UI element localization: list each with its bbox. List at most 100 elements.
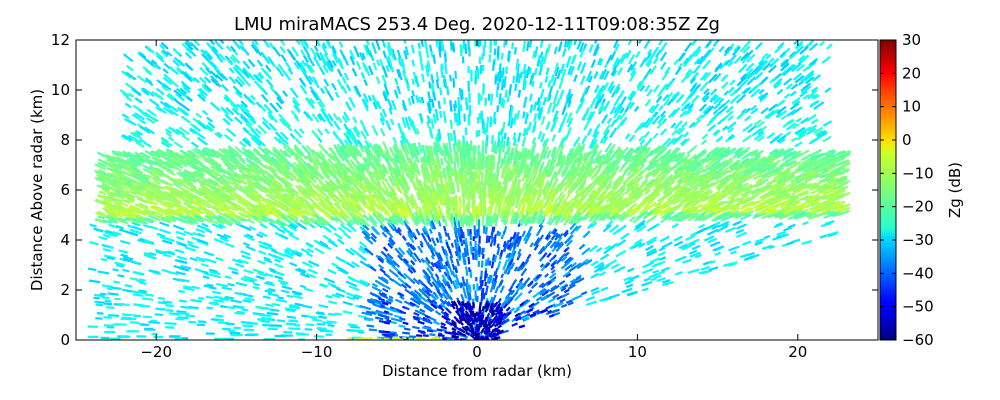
echo-mark — [529, 104, 534, 114]
echo-mark — [510, 289, 516, 296]
echo-mark — [634, 122, 643, 134]
echo-mark — [437, 219, 442, 227]
echo-mark — [362, 223, 370, 231]
echo-mark — [441, 245, 447, 255]
echo-mark — [445, 320, 453, 327]
echo-mark — [536, 97, 541, 106]
echo-mark — [511, 322, 519, 327]
echo-mark — [460, 301, 465, 306]
echo-mark — [319, 87, 326, 95]
echo-mark — [453, 134, 457, 146]
echo-mark — [629, 215, 637, 223]
echo-mark — [163, 106, 174, 116]
echo-mark — [671, 222, 679, 229]
echo-mark — [671, 128, 679, 136]
echo-mark — [313, 45, 319, 52]
echo-mark — [426, 267, 434, 277]
echo-mark — [496, 230, 500, 236]
echo-mark — [458, 307, 464, 315]
echo-mark — [712, 129, 720, 136]
echo-mark — [750, 187, 760, 195]
echo-mark — [539, 214, 547, 225]
echo-mark — [602, 136, 609, 144]
echo-mark — [194, 268, 202, 272]
echo-mark — [411, 78, 415, 86]
echo-mark — [400, 283, 408, 289]
echo-mark — [663, 98, 670, 107]
echo-mark — [232, 85, 243, 96]
echo-mark — [321, 44, 329, 56]
echo-mark — [548, 85, 554, 97]
echo-mark — [524, 215, 531, 227]
echo-mark — [639, 139, 646, 146]
echo-mark — [192, 40, 201, 47]
echo-mark — [138, 304, 151, 308]
echo-mark — [466, 314, 472, 322]
echo-mark — [547, 297, 556, 304]
echo-mark — [653, 260, 666, 268]
echo-mark — [563, 231, 569, 238]
echo-mark — [797, 80, 805, 86]
echo-mark — [322, 42, 327, 49]
echo-mark — [461, 325, 468, 332]
echo-mark — [644, 189, 652, 196]
echo-mark — [517, 280, 523, 287]
echo-mark — [371, 42, 378, 54]
echo-mark — [164, 322, 177, 325]
echo-mark — [313, 220, 323, 229]
echo-mark — [822, 120, 832, 127]
echo-mark — [232, 305, 242, 309]
echo-mark — [801, 158, 811, 165]
echo-mark — [514, 312, 521, 318]
echo-mark — [604, 244, 611, 251]
echo-mark — [718, 97, 725, 104]
echo-mark — [508, 84, 513, 96]
echo-mark — [143, 252, 155, 257]
echo-mark — [497, 316, 504, 323]
echo-mark — [413, 317, 421, 322]
echo-mark — [323, 277, 336, 284]
echo-mark — [236, 65, 245, 74]
echo-mark — [427, 60, 431, 71]
echo-mark — [677, 127, 686, 135]
echo-mark — [552, 76, 558, 87]
echo-mark — [379, 314, 387, 318]
echo-mark — [441, 264, 446, 270]
echo-mark — [367, 94, 373, 102]
echo-mark — [274, 263, 284, 269]
echo-mark — [150, 319, 158, 323]
echo-mark — [499, 279, 504, 286]
echo-mark — [274, 231, 286, 239]
echo-mark — [643, 130, 651, 139]
echo-mark — [535, 224, 544, 237]
echo-mark — [560, 303, 568, 309]
echo-mark — [742, 123, 753, 133]
echo-mark — [277, 251, 286, 258]
echo-mark — [729, 54, 737, 62]
echo-mark — [710, 88, 718, 96]
echo-mark — [451, 330, 457, 334]
echo-mark — [430, 118, 435, 129]
echo-mark — [585, 183, 592, 192]
echo-mark — [735, 93, 747, 104]
echo-mark — [809, 101, 817, 107]
echo-mark — [310, 47, 318, 59]
echo-mark — [209, 70, 219, 79]
echo-mark — [813, 126, 823, 134]
echo-mark — [438, 254, 443, 260]
echo-mark — [219, 236, 229, 243]
echo-mark — [243, 269, 254, 275]
echo-mark — [494, 301, 499, 308]
echo-mark — [550, 269, 556, 274]
echo-mark — [497, 324, 502, 329]
echo-mark — [275, 271, 285, 277]
echo-mark — [538, 288, 548, 296]
echo-mark — [625, 283, 634, 289]
echo-mark — [139, 151, 151, 160]
echo-mark — [407, 116, 414, 128]
echo-mark — [181, 83, 189, 91]
echo-mark — [242, 126, 250, 134]
echo-mark — [545, 234, 552, 241]
echo-mark — [503, 132, 507, 140]
echo-mark — [127, 224, 135, 229]
